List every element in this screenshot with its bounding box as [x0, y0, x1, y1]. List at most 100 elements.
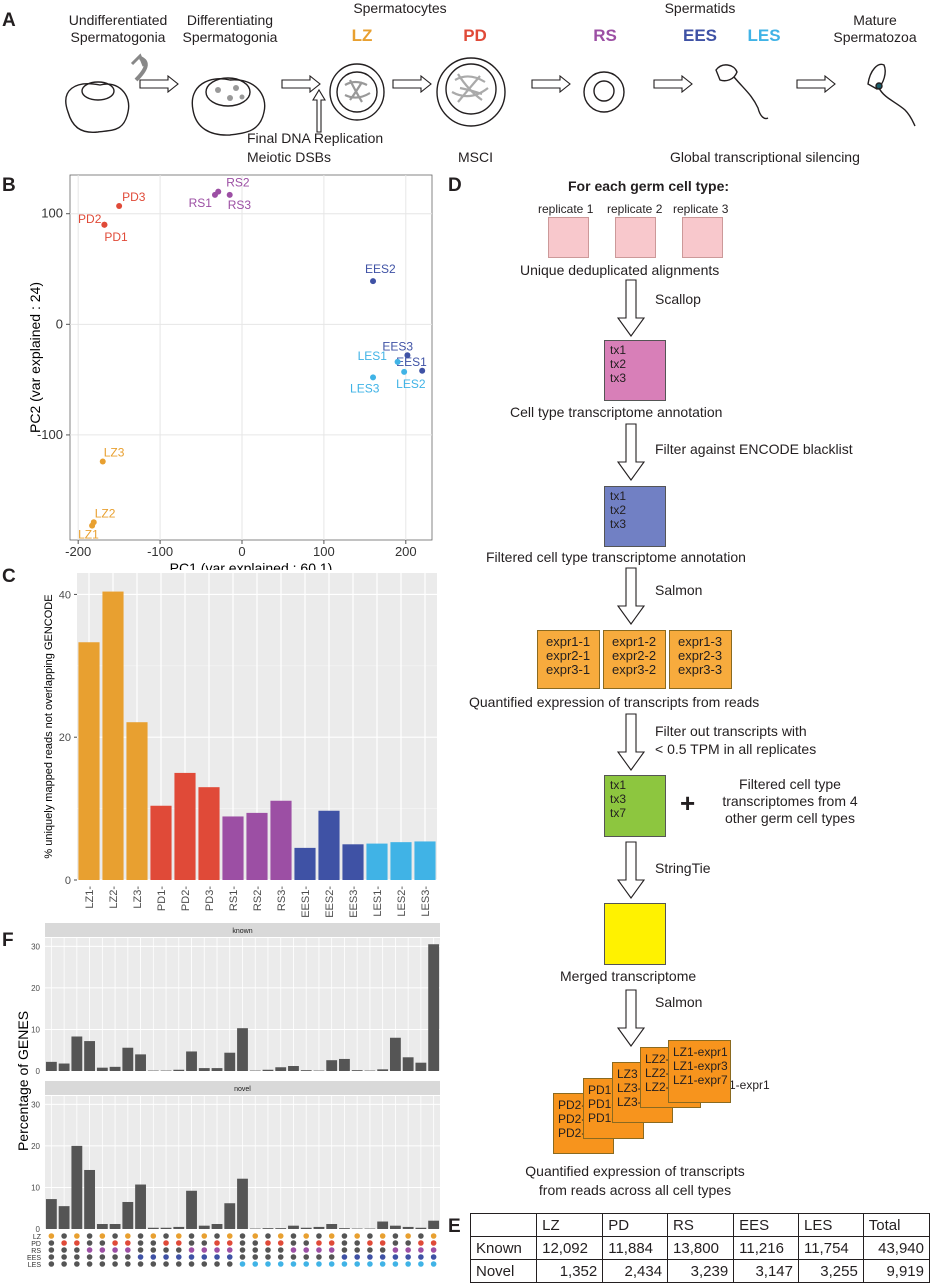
matrix-dot [354, 1240, 360, 1246]
bar [263, 1070, 274, 1071]
matrix-dot [354, 1254, 360, 1260]
matrix-dot [100, 1247, 106, 1253]
bar [84, 1170, 95, 1229]
x-tick-label: PD1- [156, 886, 168, 911]
plus-sign: + [680, 788, 695, 819]
matrix-dot [61, 1247, 67, 1253]
group-spermatids: Spermatids [640, 0, 760, 16]
matrix-row-label: PD [31, 1241, 41, 1248]
y-tick-label: 20 [31, 1142, 40, 1151]
matrix-dot [303, 1247, 309, 1253]
matrix-dot [61, 1240, 67, 1246]
bar [301, 1070, 312, 1071]
table-cell: 43,940 [863, 1237, 929, 1260]
matrix-dot [163, 1261, 169, 1267]
bar [326, 1224, 337, 1229]
matrix-row-label: LES [28, 1262, 42, 1269]
step-quantified-expression: Quantified expression of transcripts fro… [469, 694, 759, 710]
matrix-dot [316, 1247, 322, 1253]
table-cell: 11,754 [798, 1237, 863, 1260]
bar [59, 1064, 70, 1071]
matrix-dot [151, 1233, 157, 1239]
y-tick-label: 30 [31, 1100, 40, 1109]
scatter-point [370, 374, 376, 380]
stack-item: LZ1-expr3 [673, 1059, 730, 1073]
point-label: RS1 [189, 196, 213, 210]
matrix-dot [138, 1240, 144, 1246]
matrix-dot [431, 1233, 437, 1239]
point-label: RS2 [226, 176, 250, 190]
matrix-dot [227, 1261, 233, 1267]
matrix-dot [291, 1254, 297, 1260]
matrix-dot [240, 1233, 246, 1239]
expr-item: expr1-1 [546, 635, 599, 649]
matrix-dot [329, 1247, 335, 1253]
bar [150, 806, 171, 880]
matrix-dot [61, 1233, 67, 1239]
matrix-dot [138, 1233, 144, 1239]
matrix-dot [125, 1240, 131, 1246]
table-row: Novel 1,352 2,434 3,239 3,147 3,255 9,91… [471, 1260, 930, 1283]
arrow-stringtie [612, 840, 652, 902]
matrix-dot [329, 1240, 335, 1246]
arrow-filter-tpm [612, 712, 652, 774]
matrix-dot [201, 1254, 207, 1260]
table-header-cell: RS [668, 1214, 734, 1237]
y-tick-label: 0 [56, 316, 63, 331]
expr-item: expr2-1 [546, 649, 599, 663]
y-tick-label: 20 [31, 984, 40, 993]
matrix-dot [380, 1261, 386, 1267]
panel-d-letter: D [448, 175, 462, 197]
table-header-cell: Total [863, 1214, 929, 1237]
matrix-dot [201, 1240, 207, 1246]
matrix-dot [329, 1233, 335, 1239]
expr-item: expr3-2 [612, 663, 665, 677]
point-label: LES1 [358, 349, 388, 363]
point-label: LZ1 [78, 528, 99, 542]
matrix-dot [278, 1254, 284, 1260]
point-label: LZ3 [104, 445, 125, 459]
matrix-dot [431, 1261, 437, 1267]
matrix-dot [265, 1261, 271, 1267]
arrow-label-scallop: Scallop [655, 291, 701, 307]
matrix-dot [201, 1261, 207, 1267]
merged-transcriptome-box [604, 903, 666, 965]
x-tick-label: EES2- [324, 886, 336, 918]
matrix-dot [431, 1240, 437, 1246]
bar [122, 1202, 133, 1229]
arrow-salmon-2 [612, 988, 652, 1050]
matrix-dot [74, 1233, 80, 1239]
matrix-dot [125, 1233, 131, 1239]
x-tick-label: 200 [395, 544, 417, 559]
matrix-dot [240, 1247, 246, 1253]
x-tick-label: RS3- [276, 886, 288, 911]
matrix-row-label: EES [27, 1255, 41, 1262]
matrix-dot [163, 1233, 169, 1239]
bar [222, 816, 243, 880]
bar [263, 1228, 274, 1229]
x-tick-label: PD2- [180, 886, 192, 911]
matrix-dot [380, 1254, 386, 1260]
matrix-dot [405, 1254, 411, 1260]
matrix-dot [189, 1247, 195, 1253]
bar [288, 1066, 299, 1071]
matrix-dot [252, 1254, 258, 1260]
y-tick-label: 40 [59, 589, 71, 601]
bar [199, 1068, 210, 1071]
matrix-dot [189, 1233, 195, 1239]
bar [301, 1228, 312, 1229]
expr-item: expr1-2 [612, 635, 665, 649]
y-tick-label: 100 [41, 206, 63, 221]
matrix-dot [214, 1240, 220, 1246]
tx-item: tx2 [610, 357, 665, 371]
bar [186, 1191, 197, 1229]
matrix-dot [252, 1240, 258, 1246]
y-tick-label: 30 [31, 942, 40, 951]
bar [275, 1067, 286, 1071]
x-tick-label: LES1- [372, 886, 384, 917]
note-meiotic-dsbs: Meiotic DSBs [247, 149, 331, 165]
bar [59, 1206, 70, 1229]
matrix-dot [112, 1240, 118, 1246]
